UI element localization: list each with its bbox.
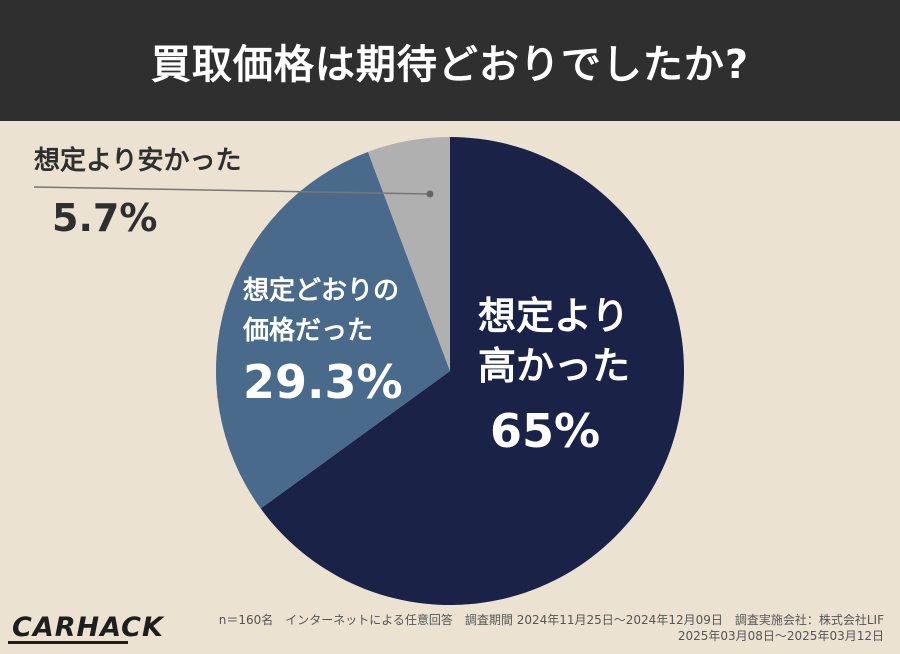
leader-line [33, 186, 431, 195]
slice-label-expected-2: 価格だった [242, 315, 373, 346]
slice-value-high: 65% [490, 404, 600, 458]
leader-dot [426, 190, 434, 198]
pie-slice-higher [260, 137, 685, 605]
page-title: 買取価格は期待どおりでしたか? [150, 41, 750, 88]
slice-value-low: 5.7% [52, 196, 157, 240]
pie-slice-as-expected [216, 151, 450, 509]
slice-label-high: 想定より [478, 294, 629, 338]
header-bar: 買取価格は期待どおりでしたか? [0, 0, 900, 121]
footnote-line-1: n＝160名 インターネットによる任意回答 調査期間 2024年11月25日〜2… [218, 613, 884, 627]
footnote-line-2: 2025年03月08日〜2025年03月12日 [677, 629, 884, 643]
brand-underline [8, 641, 128, 644]
brand-logo: CARHACK [12, 612, 164, 643]
slice-value-expected: 29.3% [243, 355, 403, 409]
pie-chart: 想定より 高かった 65% 想定どおりの 価格だった 29.3% 想定より安かっ… [33, 137, 685, 605]
slice-label-low: 想定より安かった [34, 145, 241, 176]
slice-label-high-2: 高かった [478, 344, 630, 388]
slice-label-expected: 想定どおりの [243, 275, 399, 306]
survey-footnote: n＝160名 インターネットによる任意回答 調査期間 2024年11月25日〜2… [219, 612, 884, 644]
